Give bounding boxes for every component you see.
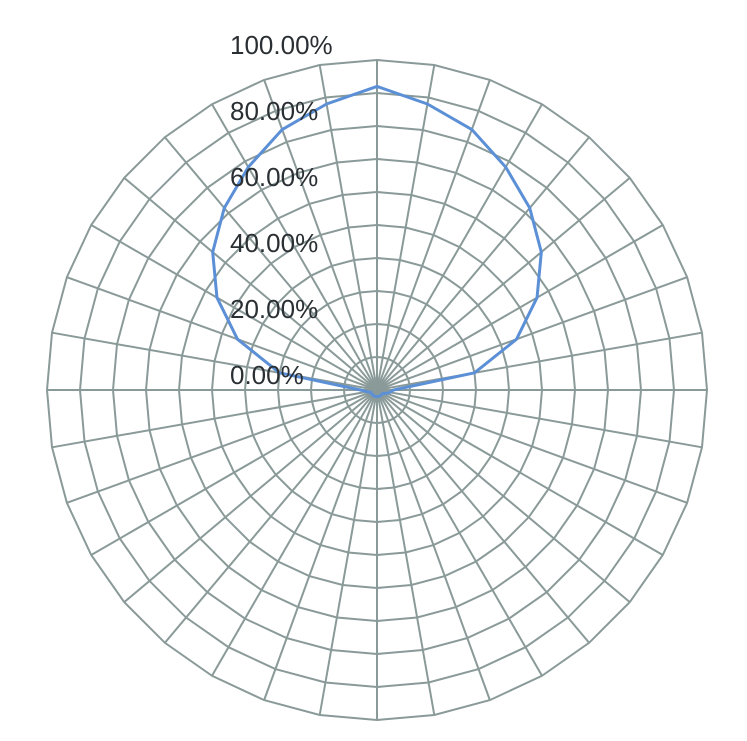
radial-tick-label: 80.00% [230, 96, 318, 126]
radial-tick-label: 60.00% [230, 162, 318, 192]
radial-tick-label: 100.00% [230, 30, 333, 60]
radial-tick-label: 0.00% [230, 360, 304, 390]
radar-chart: 0.00% 20.00% 40.00% 60.00% 80.00% 100.00% [0, 0, 747, 741]
radial-tick-label: 20.00% [230, 294, 318, 324]
radial-tick-label: 40.00% [230, 228, 318, 258]
